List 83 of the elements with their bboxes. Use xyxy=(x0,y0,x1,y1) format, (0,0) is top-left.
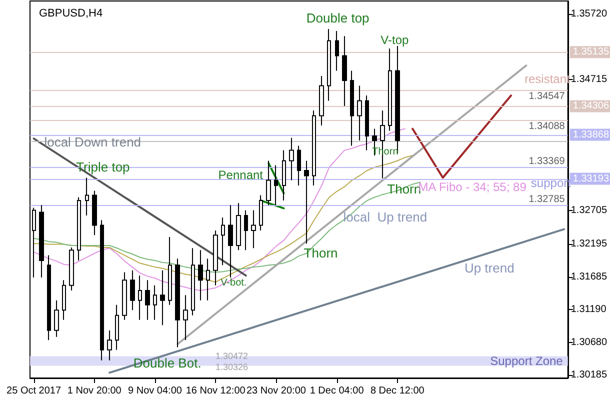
candlestick xyxy=(115,304,119,350)
text: GBPUSD,H4 xyxy=(39,8,103,20)
annotation: local Up trend xyxy=(343,210,428,224)
x-tick-label: 9 Nov 04:00 xyxy=(128,386,182,396)
candlestick xyxy=(365,95,369,151)
ref-line-label: 1.35135 xyxy=(572,46,610,58)
candlestick xyxy=(145,280,150,320)
candlestick xyxy=(388,48,392,132)
annotation: Thorn xyxy=(304,246,338,260)
x-tick-label: 23 Nov 20:00 xyxy=(246,386,306,396)
annotation: V-bot. xyxy=(220,278,247,288)
candlestick xyxy=(160,270,165,326)
annotation: Pennant xyxy=(218,168,264,182)
y-tick-label: 1.31685 xyxy=(570,272,608,283)
candlestick xyxy=(100,220,104,361)
candlestick xyxy=(289,137,294,181)
ref-line-label: 1.34306 xyxy=(572,100,610,112)
candlestick xyxy=(175,258,180,348)
candlestick xyxy=(221,216,225,266)
candlestick xyxy=(335,30,339,72)
candlestick xyxy=(244,210,248,251)
x-tick-label: 8 Dec 12:00 xyxy=(370,386,425,396)
candlestick xyxy=(198,250,203,301)
annotation: Triple top xyxy=(76,160,130,174)
y-tick-label: 1.31190 xyxy=(570,304,607,315)
annotation: Double Bot. xyxy=(133,356,202,370)
candlestick xyxy=(168,236,172,306)
annotation: Double top xyxy=(306,10,370,26)
ref-line-label: 1.34088 xyxy=(528,120,566,132)
y-tick-label: 1.30680 xyxy=(570,337,608,348)
candlestick xyxy=(266,160,271,206)
candlestick xyxy=(130,270,135,311)
y-tick-label: 1.34715 xyxy=(570,74,608,86)
annotation: V-top xyxy=(380,33,409,47)
candlestick xyxy=(69,246,74,292)
ref-line-label: 1.33193 xyxy=(572,173,610,184)
candlestick xyxy=(282,150,286,202)
y-tick-label: 1.32195 xyxy=(570,238,608,250)
candlestick xyxy=(138,275,142,320)
candlestick xyxy=(122,272,127,320)
candlestick xyxy=(350,70,354,146)
ref-line-label: 1.33868 xyxy=(572,129,610,140)
candlestick xyxy=(236,202,241,251)
candlestick xyxy=(342,36,347,106)
candlestick xyxy=(357,85,362,142)
candlestick xyxy=(183,294,188,341)
candlestick xyxy=(274,164,278,206)
candlestick xyxy=(85,177,89,216)
candlestick xyxy=(251,210,256,249)
annotation: Up trend xyxy=(464,260,514,276)
candlestick xyxy=(62,280,66,320)
y-tick-label: 1.32705 xyxy=(570,205,608,216)
candlestick xyxy=(327,28,331,102)
y-tick-label: 1.30185 xyxy=(570,370,608,380)
x-tick-label: 25 Oct 2017 xyxy=(6,386,62,396)
candlestick xyxy=(107,330,112,361)
ref-line-label: 1.33369 xyxy=(528,156,566,167)
candlestick xyxy=(54,300,59,338)
candlestick xyxy=(319,75,324,126)
x-tick-label: 1 Nov 20:00 xyxy=(67,386,122,396)
candlestick xyxy=(213,230,218,286)
candlestick xyxy=(228,204,233,278)
candlestick xyxy=(191,248,195,316)
candlestick xyxy=(312,110,316,186)
candlestick xyxy=(77,196,81,262)
candlestick xyxy=(32,207,36,278)
candlestick xyxy=(39,204,44,278)
y-tick-label: 1.35720 xyxy=(570,8,608,20)
candlestick xyxy=(92,190,97,236)
x-tick-label: 1 Dec 04:00 xyxy=(310,386,364,396)
annotation: 1.30326 xyxy=(215,362,248,372)
ref-line-label: 1.34547 xyxy=(528,90,566,102)
candlestick xyxy=(153,284,157,320)
annotation: 1.30472 xyxy=(215,351,248,361)
candlestick xyxy=(304,160,309,244)
band-label: Support Zone xyxy=(490,354,564,368)
ref-line-label: 1.32785 xyxy=(528,194,566,205)
x-tick-label: 16 Nov 12:00 xyxy=(186,386,246,396)
candlestick xyxy=(206,258,210,301)
annotation: local Down trend xyxy=(44,134,142,150)
candlestick xyxy=(259,194,263,232)
candlestick xyxy=(297,145,301,186)
candlestick xyxy=(47,254,51,341)
